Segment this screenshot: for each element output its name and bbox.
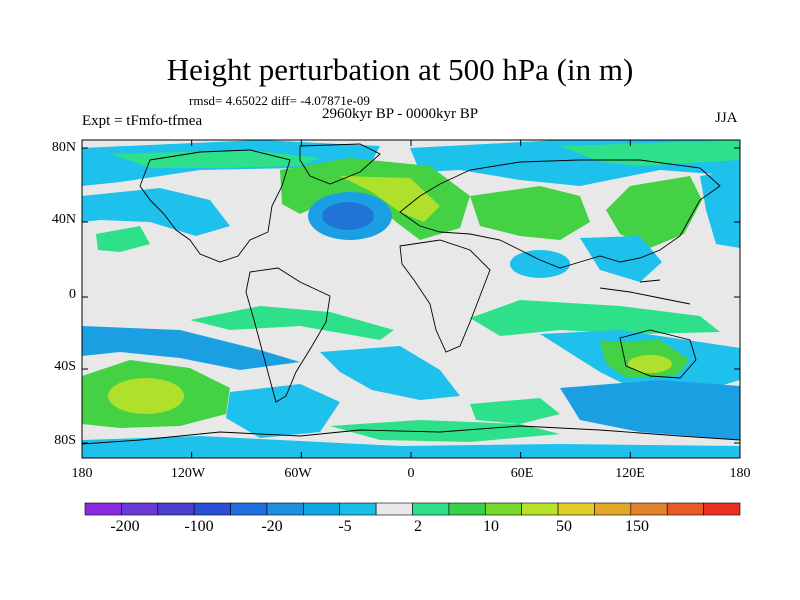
- lat-tick-label: 80N: [51, 140, 76, 155]
- colorbar-swatch: [448, 502, 486, 516]
- coastline-south-america: [245, 267, 331, 403]
- lat-tick-label: 40N: [51, 212, 76, 227]
- colorbar: [84, 502, 741, 516]
- contour-green-antarctic: [330, 420, 560, 442]
- contour-blue-asia-small: [510, 250, 570, 278]
- colorbar-label: 50: [556, 518, 572, 535]
- colorbar-swatch: [703, 502, 741, 516]
- colorbar-swatch: [630, 502, 668, 516]
- contour-blue-north-america: [82, 188, 230, 236]
- contour-yellow-south-pacific: [108, 378, 184, 414]
- colorbar-label: 150: [625, 518, 649, 535]
- colorbar-label: 10: [483, 518, 499, 535]
- colorbar-swatch: [594, 502, 632, 516]
- lon-tick-label: 120W: [170, 466, 206, 481]
- contour-blue-antarctic-south: [82, 436, 740, 458]
- experiment-label: Expt = tFmfo-tfmea: [82, 113, 203, 129]
- lon-tick-label: 60E: [510, 466, 534, 481]
- colorbar-swatch: [666, 502, 704, 516]
- colorbar-swatch: [412, 502, 450, 516]
- colorbar-swatch: [266, 502, 304, 516]
- coastline-africa: [399, 239, 491, 353]
- contour-darkblue-north-atlantic: [322, 202, 374, 230]
- period-label: 2960kyr BP - 0000kyr BP: [322, 106, 479, 122]
- coastline-north-america: [139, 149, 291, 263]
- contour-blue-south-pacific: [82, 326, 300, 370]
- contour-field: [82, 140, 740, 458]
- colorbar-swatch: [230, 502, 268, 516]
- contour-green-indian-ocean: [470, 300, 720, 336]
- lat-tick-label: 80S: [54, 433, 76, 448]
- colorbar-label: -200: [110, 518, 140, 535]
- colorbar-swatch: [557, 502, 595, 516]
- colorbar-swatch: [84, 502, 122, 516]
- colorbar-swatch: [339, 502, 377, 516]
- colorbar-label: -100: [184, 518, 214, 535]
- colorbar-swatch: [303, 502, 341, 516]
- colorbar-swatch: [484, 502, 522, 516]
- contour-green-southern-indian: [470, 398, 560, 424]
- contour-blue-antarctic-west: [226, 384, 340, 438]
- lon-tick-label: 180: [71, 466, 93, 481]
- rmsd-stats: rmsd= 4.65022 diff= -4.07871e-09: [189, 93, 370, 108]
- colorbar-swatch: [121, 502, 159, 516]
- contour-green-east-asia: [606, 176, 702, 248]
- colorbar-swatch: [157, 502, 195, 516]
- coastline-greenland: [299, 143, 381, 185]
- contour-green-north-america: [96, 226, 150, 252]
- contour-yellow-australia: [628, 355, 672, 373]
- contour-green-tropical-pacific: [190, 306, 394, 340]
- colorbar-swatch: [193, 502, 231, 516]
- coastline-eurasia: [399, 159, 721, 269]
- colorbar-label: -5: [338, 518, 352, 535]
- lon-tick-label: 60W: [284, 466, 312, 481]
- colorbar-label: -20: [261, 518, 283, 535]
- axis-ticks: [81, 140, 741, 458]
- contour-blue-pacific-north: [700, 170, 740, 248]
- colorbar-swatch: [375, 502, 413, 516]
- colorbar-swatch: [521, 502, 559, 516]
- lon-tick-label: 180: [729, 466, 751, 481]
- contour-blue-south-atlantic: [320, 346, 460, 400]
- coastline-indonesia: [599, 279, 691, 305]
- lat-tick-label: 40S: [54, 359, 76, 374]
- lon-tick-label: 0: [407, 466, 415, 481]
- contour-yellow-europe: [340, 176, 440, 222]
- contour-blue-asia-south: [580, 236, 662, 282]
- map-title: Height perturbation at 500 hPa (in m): [166, 52, 634, 87]
- colorbar-label: 2: [414, 518, 422, 535]
- coastline-antarctica: [82, 425, 740, 445]
- contour-blue-southern-ocean: [560, 380, 740, 440]
- lon-tick-label: 120E: [615, 466, 645, 481]
- lat-tick-label: 0: [69, 287, 76, 302]
- contour-green-arctic-east: [560, 140, 740, 166]
- coastline-australia: [619, 329, 697, 379]
- contour-green-asia: [470, 186, 590, 240]
- season-label: JJA: [715, 110, 738, 126]
- coastlines: [82, 143, 740, 445]
